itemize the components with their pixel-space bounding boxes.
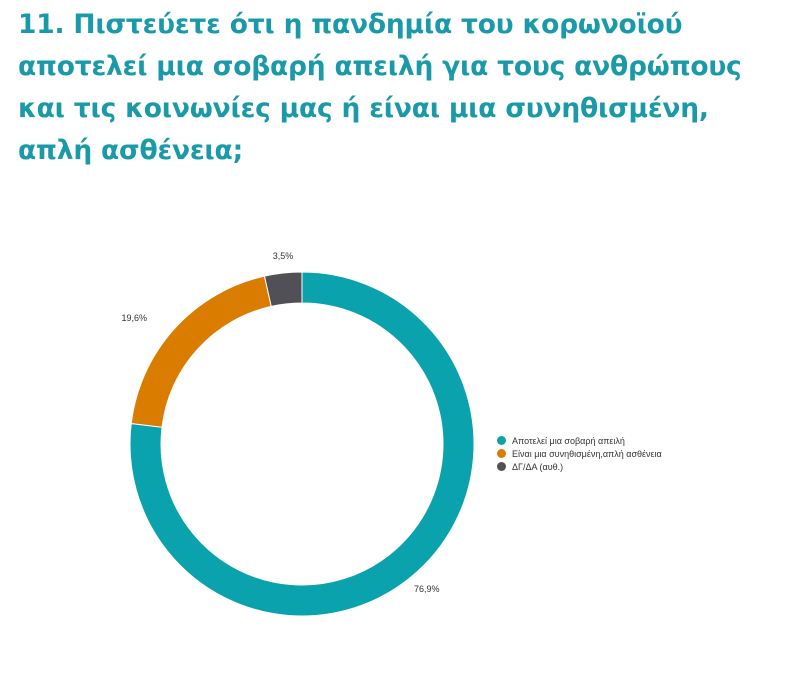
legend-label: Αποτελεί μια σοβαρή απειλή [512, 435, 625, 446]
legend-item: Αποτελεί μια σοβαρή απειλή [497, 434, 662, 447]
legend-item: ΔΓ/ΔΑ (αυθ.) [497, 460, 662, 473]
legend-swatch [497, 449, 506, 458]
donut-slice-2 [130, 275, 272, 428]
legend-item: Είναι μια συνηθισμένη,απλή ασθένεια [497, 447, 662, 460]
data-label-1: 76,9% [414, 584, 440, 594]
data-label-3: 3,5% [273, 251, 294, 261]
legend-swatch [497, 436, 506, 445]
chart-legend: Αποτελεί μια σοβαρή απειλή Είναι μια συνη… [497, 434, 662, 473]
page-title: 11. Πιστεύετε ότι η πανδημία του κορωνοϊ… [18, 9, 742, 166]
donut-slice-1 [129, 271, 475, 617]
legend-label: Είναι μια συνηθισμένη,απλή ασθένεια [512, 448, 662, 459]
donut-slice-3 [263, 271, 303, 307]
legend-swatch [497, 462, 506, 471]
data-label-2: 19,6% [121, 313, 147, 323]
legend-label: ΔΓ/ΔΑ (αυθ.) [512, 461, 564, 472]
